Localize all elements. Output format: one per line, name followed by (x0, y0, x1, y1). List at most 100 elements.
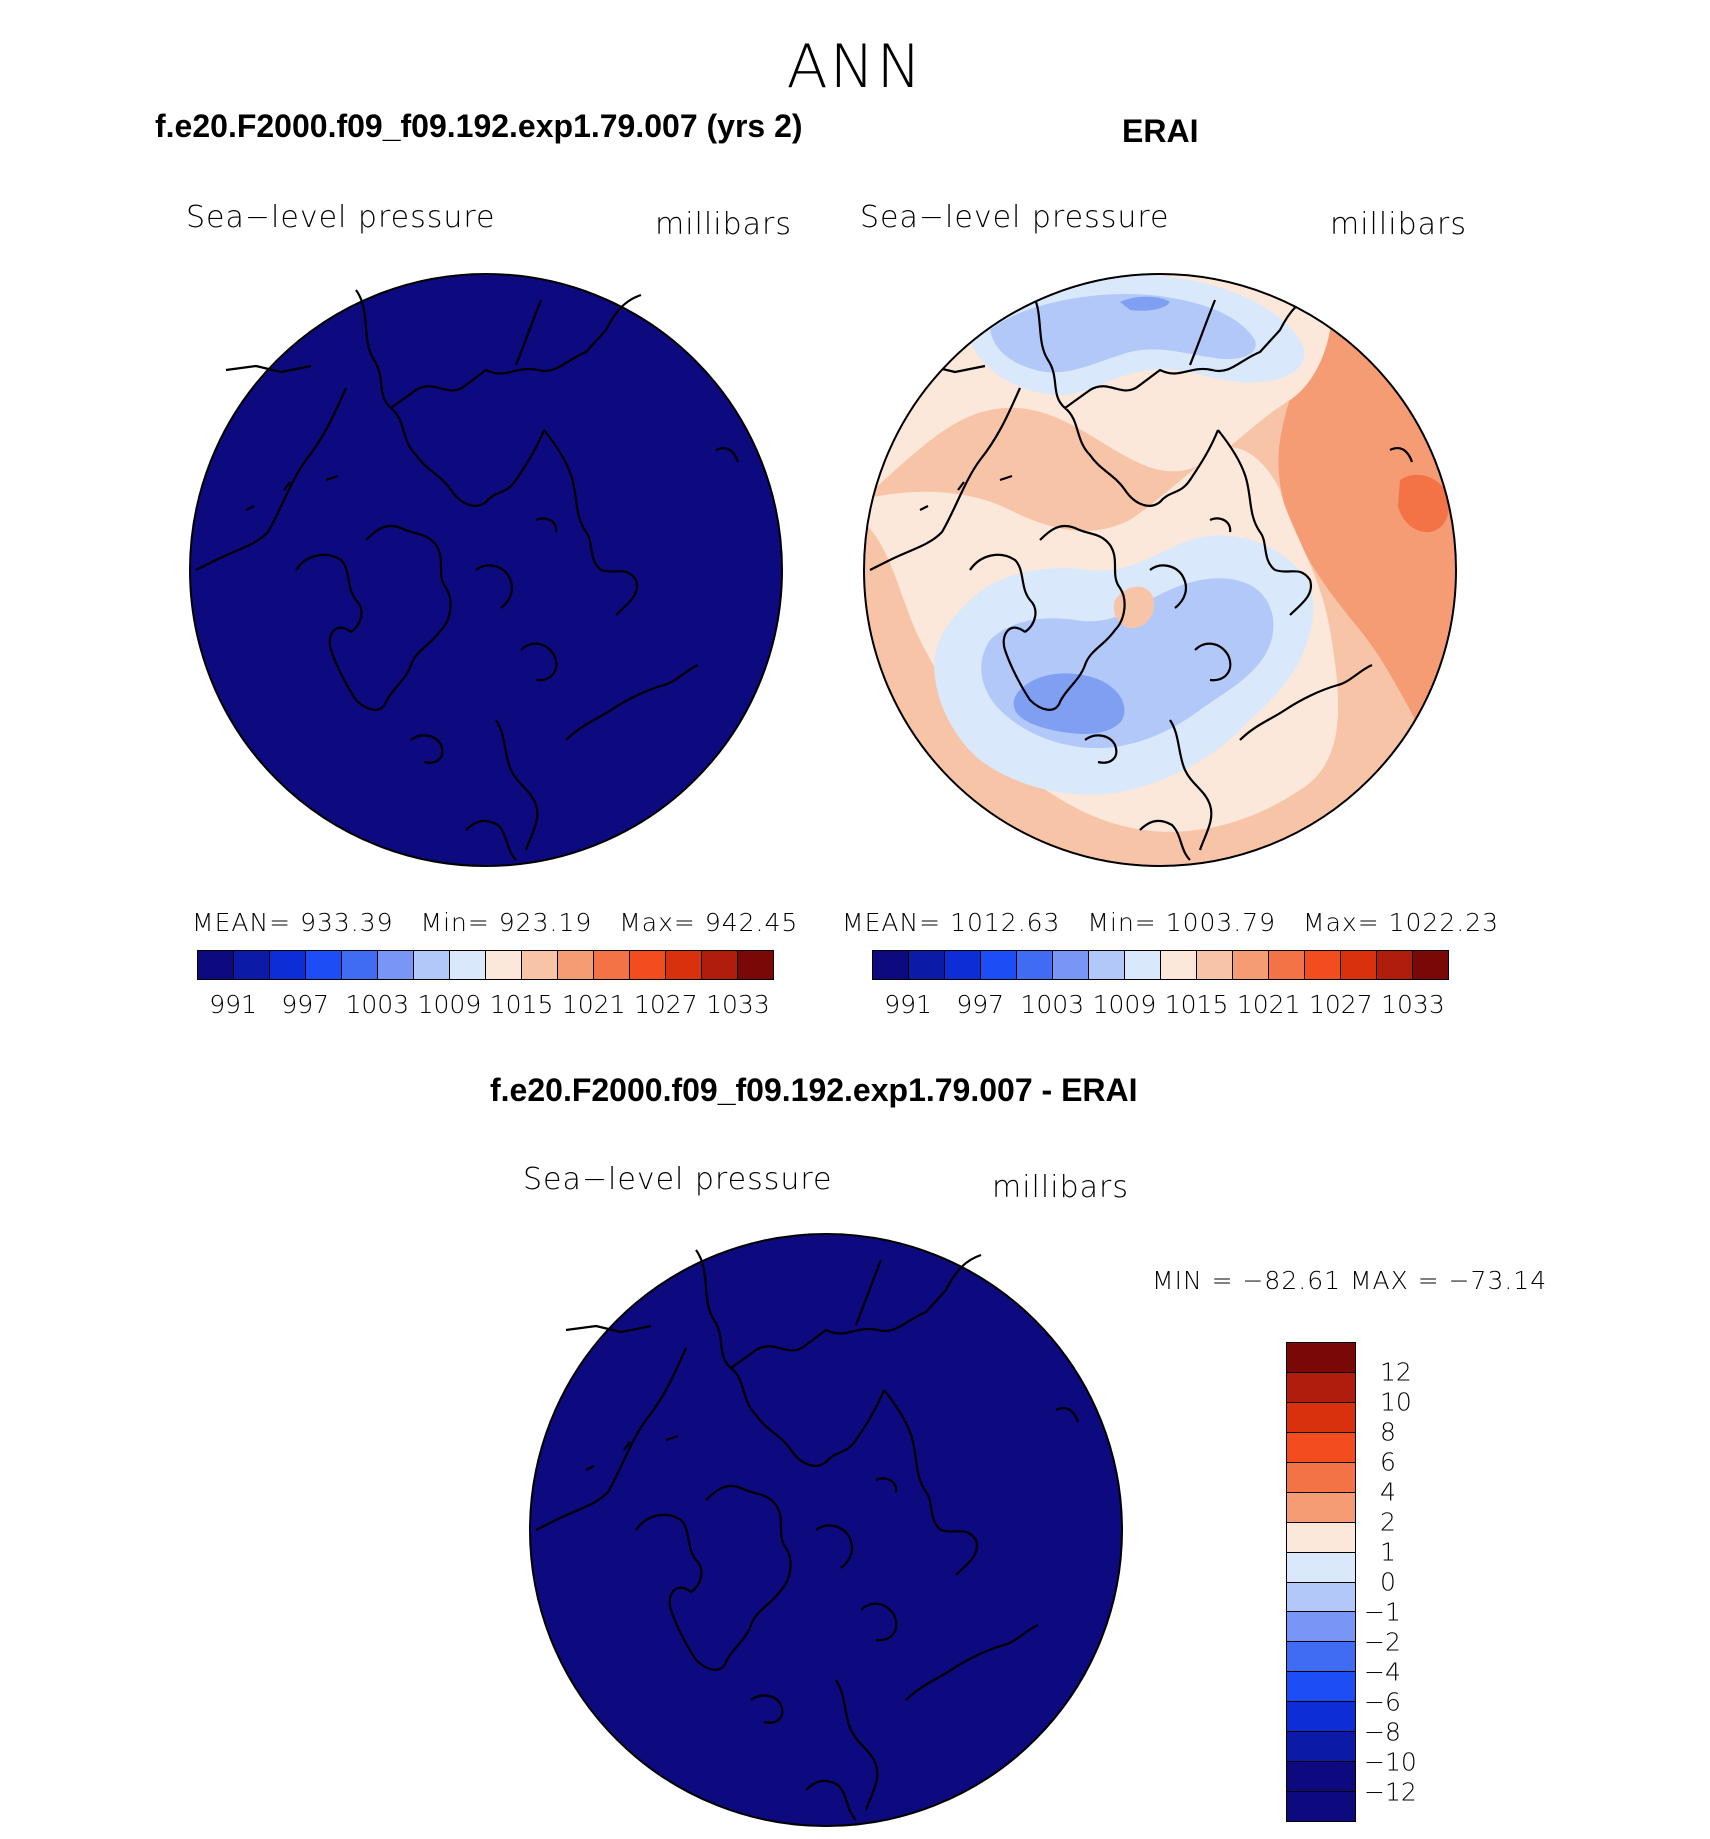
diff-colorbar-swatch (1287, 1432, 1355, 1463)
obs-colorbar-tick-label: 1015 (1164, 990, 1229, 1019)
obs-colorbar-swatch (1161, 951, 1197, 979)
model-colorbar-tick-label: 1009 (417, 990, 482, 1019)
obs-colorbar (872, 950, 1449, 980)
figure-title: ANN (786, 32, 924, 102)
diff-colorbar (1286, 1342, 1356, 1822)
model-colorbar-swatch (342, 951, 378, 979)
obs-colorbar-tick-label: 1009 (1092, 990, 1157, 1019)
diff-colorbar-swatch (1287, 1582, 1355, 1613)
model-colorbar-tick-label: 997 (281, 990, 330, 1019)
model-units-label: millibars (655, 207, 792, 242)
obs-mean-value: 1012.63 (950, 908, 1061, 937)
diff-colorbar-tick-label: −6 (1364, 1687, 1401, 1717)
obs-colorbar-swatch (1053, 951, 1089, 979)
model-min-value: 923.19 (498, 908, 593, 937)
model-colorbar-swatch (198, 951, 234, 979)
model-colorbar-swatch (270, 951, 306, 979)
obs-max-label: Max= (1303, 908, 1380, 937)
diff-colorbar-swatch (1287, 1372, 1355, 1403)
diff-colorbar-labels: 12 10 8 6 4 2 1 0 −1 −2 −4 −6 −8 −10 −12 (1364, 1342, 1484, 1822)
diff-colorbar-swatch (1287, 1672, 1355, 1703)
obs-colorbar-labels: 991 997 1003 1009 1015 1021 1027 1033 (872, 990, 1449, 1020)
diff-case-title: f.e20.F2000.f09_f09.192.exp1.79.007 - ER… (490, 1072, 1138, 1108)
obs-colorbar-swatch (1305, 951, 1341, 979)
diff-colorbar-swatch (1287, 1732, 1355, 1763)
obs-colorbar-tick-label: 1033 (1381, 990, 1445, 1019)
diff-colorbar-swatch (1287, 1462, 1355, 1493)
model-min-label: Min= (420, 908, 490, 937)
model-colorbar-tick-label: 1021 (561, 990, 626, 1019)
obs-colorbar-swatch (1377, 951, 1413, 979)
diff-colorbar-tick-label: 6 (1380, 1447, 1396, 1477)
obs-colorbar-swatch (1413, 951, 1448, 979)
obs-colorbar-swatch (945, 951, 981, 979)
obs-variable-label: Sea−level pressure (860, 200, 1170, 235)
diff-colorbar-tick-label: −8 (1364, 1717, 1401, 1747)
diff-min-max-text: MIN = −82.61 MAX = −73.14 (1152, 1266, 1548, 1295)
diff-colorbar-swatch (1287, 1552, 1355, 1583)
model-variable-label: Sea−level pressure (186, 200, 496, 235)
model-colorbar-swatch (558, 951, 594, 979)
model-colorbar-tick-label: 1027 (634, 990, 698, 1019)
model-colorbar-swatch (306, 951, 342, 979)
diff-colorbar-tick-label: −12 (1364, 1777, 1417, 1807)
model-colorbar-swatch (234, 951, 270, 979)
model-colorbar (197, 950, 774, 980)
diff-colorbar-tick-label: −10 (1364, 1747, 1417, 1777)
obs-colorbar-swatch (981, 951, 1017, 979)
model-colorbar-swatch (522, 951, 558, 979)
obs-colorbar-swatch (1197, 951, 1233, 979)
diff-colorbar-tick-label: −4 (1364, 1657, 1401, 1687)
obs-case-title: ERAI (1122, 113, 1199, 149)
diff-colorbar-swatch (1287, 1702, 1355, 1733)
diff-units-label: millibars (992, 1170, 1129, 1205)
obs-colorbar-swatch (1089, 951, 1125, 979)
obs-colorbar-swatch (1341, 951, 1377, 979)
diff-colorbar-swatch (1287, 1612, 1355, 1643)
model-colorbar-tick-label: 991 (209, 990, 257, 1019)
obs-contour-fills (864, 274, 1456, 866)
diff-colorbar-tick-label: 0 (1380, 1567, 1396, 1597)
model-stats: MEAN= 933.39 Min= 923.19 Max= 942.45 (192, 908, 798, 937)
diff-variable-label: Sea−level pressure (523, 1162, 833, 1197)
diff-colorbar-swatch (1287, 1492, 1355, 1523)
diff-colorbar-tick-label: 4 (1380, 1477, 1396, 1507)
obs-colorbar-swatch (909, 951, 945, 979)
obs-colorbar-tick-label: 1027 (1309, 990, 1373, 1019)
model-colorbar-swatch (630, 951, 666, 979)
obs-colorbar-tick-label: 1021 (1236, 990, 1301, 1019)
diff-colorbar-swatch (1287, 1642, 1355, 1673)
obs-stats: MEAN= 1012.63 Min= 1003.79 Max= 1022.23 (842, 908, 1499, 937)
obs-max-value: 1022.23 (1388, 908, 1500, 937)
model-colorbar-swatch (738, 951, 773, 979)
obs-colorbar-swatch (1125, 951, 1161, 979)
diff-colorbar-swatch (1287, 1522, 1355, 1553)
diff-polar-map (529, 1233, 1123, 1827)
model-colorbar-swatch (594, 951, 630, 979)
model-colorbar-labels: 991 997 1003 1009 1015 1021 1027 1033 (197, 990, 774, 1020)
diff-colorbar-tick-label: 8 (1380, 1417, 1396, 1447)
model-polar-map (189, 273, 783, 867)
obs-colorbar-tick-label: 1003 (1020, 990, 1085, 1019)
model-max-value: 942.45 (704, 908, 799, 937)
obs-polar-map (863, 273, 1457, 867)
diff-colorbar-tick-label: −1 (1364, 1597, 1401, 1627)
model-colorbar-swatch (702, 951, 738, 979)
model-colorbar-tick-label: 1003 (345, 990, 410, 1019)
model-colorbar-swatch (378, 951, 414, 979)
model-colorbar-swatch (450, 951, 486, 979)
obs-colorbar-swatch (1017, 951, 1053, 979)
diff-colorbar-tick-label: 10 (1380, 1387, 1412, 1417)
model-colorbar-swatch (666, 951, 702, 979)
obs-colorbar-swatch (1233, 951, 1269, 979)
obs-min-label: Min= (1087, 908, 1157, 937)
model-colorbar-swatch (486, 951, 522, 979)
model-colorbar-swatch (414, 951, 450, 979)
diff-colorbar-tick-label: 1 (1380, 1537, 1396, 1567)
model-mean-value: 933.39 (300, 908, 394, 937)
diff-colorbar-swatch (1287, 1792, 1355, 1821)
model-max-label: Max= (619, 908, 696, 937)
obs-units-label: millibars (1330, 207, 1467, 242)
diff-colorbar-tick-label: 2 (1380, 1507, 1396, 1537)
obs-colorbar-tick-label: 997 (956, 990, 1005, 1019)
